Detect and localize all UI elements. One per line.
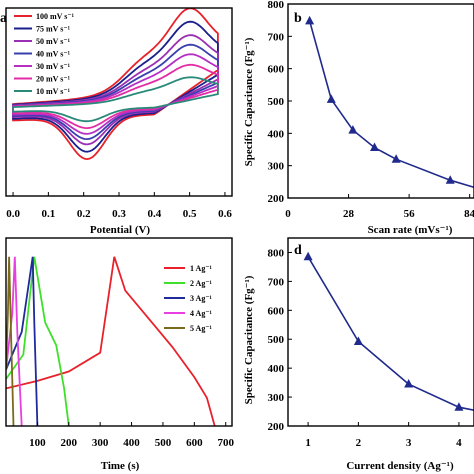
panel-a-ticks: 0.0 0.1 0.2 0.3 0.4 0.5 0.6	[6, 192, 232, 220]
panel-a-xtick-label: 0.1	[42, 208, 56, 220]
panel-b-xlabel: Scan rate (mVs⁻¹)	[368, 224, 453, 236]
panel-b-ytick-label: 600	[268, 64, 285, 76]
panel-c-xtick-label: 200	[61, 437, 78, 449]
panel-b-ytick-label: 300	[268, 161, 285, 173]
legend-label-a-3: 50 mV s⁻¹	[36, 37, 71, 46]
panel-b-xtick-label: 0	[285, 208, 291, 220]
panel-b-xtick-label: 56	[404, 208, 416, 220]
panel-a-curves	[12, 8, 219, 161]
panel-d-point	[353, 336, 363, 346]
panel-a-frame	[5, 7, 233, 197]
panel-b-ytick-label: 700	[268, 31, 285, 43]
panel-b-ytick-label: 200	[268, 193, 285, 205]
panel-c-xtick-label: 100	[29, 437, 46, 449]
panel-d-ytick-label: 200	[268, 421, 285, 433]
cv-curve-7	[12, 76, 219, 123]
gcd-curve-3	[6, 256, 39, 426]
panel-c-xtick-label: 300	[92, 437, 109, 449]
panel-d-point	[454, 402, 464, 411]
panel-a-xtick-label: 0.2	[77, 208, 91, 220]
panel-c-curves	[6, 256, 216, 426]
legend-label-a-4: 40 mV s⁻¹	[36, 50, 71, 59]
panel-d-xtick-label: 4	[456, 437, 462, 449]
panel-d-xtick-label: 1	[305, 437, 311, 449]
panel-c-xtick-label: 500	[155, 437, 172, 449]
panel-c-xtick-label: 400	[123, 437, 140, 449]
panel-b-ytick-label: 500	[268, 96, 285, 108]
panel-d: 200 300 400 500 600 700 800 1 2 3 4 d Current dens…	[243, 237, 474, 472]
legend-label-a-5: 30 mV s⁻¹	[36, 62, 71, 71]
panel-d-point	[404, 379, 414, 388]
panel-d-xtick-label: 2	[356, 437, 362, 449]
panel-b-point	[305, 15, 315, 25]
panel-a-xtick-label: 0.5	[183, 208, 197, 220]
panel-c-legend: 1 Ag⁻¹ 2 Ag⁻¹ 3 Ag⁻¹ 4 Ag⁻¹ 5 Ag⁻¹	[164, 264, 213, 333]
panel-c-xtick-label: 600	[186, 437, 203, 449]
legend-label-c-4: 4 Ag⁻¹	[190, 309, 213, 318]
panel-d-ytick-label: 300	[268, 392, 285, 404]
panel-b-series	[305, 15, 474, 189]
panel-c-xtick-label: 700	[217, 437, 234, 449]
legend-label-a-6: 20 mV s⁻¹	[36, 75, 71, 84]
panel-c: 1 Ag⁻¹ 2 Ag⁻¹ 3 Ag⁻¹ 4 Ag⁻¹ 5 Ag⁻¹ 100 200 300…	[5, 237, 234, 472]
panel-c-frame	[5, 237, 233, 427]
panel-a-xtick-label: 0.0	[6, 208, 20, 220]
panel-a-letter: a	[0, 11, 7, 26]
panel-b-point	[445, 175, 455, 184]
panel-b-ticks: 200 300 400 500 600 700 800 0 28 56 84	[268, 0, 474, 220]
gcd-curve-2	[6, 256, 70, 426]
gcd-curve-1	[6, 256, 216, 426]
panel-b: 200 300 400 500 600 700 800 0 28 56 84 b Scan rate…	[243, 0, 474, 236]
legend-label-c-3: 3 Ag⁻¹	[190, 294, 213, 303]
panel-b-frame	[287, 3, 474, 199]
panel-a-xlabel: Potential (V)	[90, 224, 151, 236]
panel-b-point	[348, 125, 358, 134]
panel-b-xtick-label: 28	[343, 208, 355, 220]
panel-b-letter: b	[294, 11, 302, 26]
panel-d-ytick-label: 700	[268, 276, 285, 288]
panel-a: 100 mV s⁻¹ 75 mV s⁻¹ 50 mV s⁻¹ 40 mV s⁻¹ 30 …	[0, 7, 233, 236]
panel-d-ticks: 200 300 400 500 600 700 800 1 2 3 4	[268, 247, 463, 449]
panel-d-ylabel: Specific Capacitance (Fg⁻¹)	[243, 275, 255, 404]
panel-c-xlabel: Time (s)	[101, 460, 140, 472]
panel-a-xtick-label: 0.6	[218, 208, 232, 220]
legend-label-c-5: 5 Ag⁻¹	[190, 324, 213, 333]
legend-label-a-1: 100 mV s⁻¹	[36, 12, 75, 21]
panel-b-point	[326, 94, 336, 103]
panel-d-xlabel: Current density (Ag⁻¹)	[346, 460, 454, 472]
legend-label-c-2: 2 Ag⁻¹	[190, 279, 213, 288]
panel-a-xtick-label: 0.3	[112, 208, 126, 220]
panel-d-ytick-label: 400	[268, 363, 285, 375]
panel-d-ytick-label: 600	[268, 305, 285, 317]
panel-c-ticks: 100 200 300 400 500 600 700	[29, 422, 234, 449]
panel-b-ytick-label: 800	[268, 0, 285, 11]
panel-d-ytick-label: 800	[268, 247, 285, 259]
panel-d-frame	[287, 237, 474, 427]
legend-label-a-2: 75 mV s⁻¹	[36, 25, 71, 34]
panel-d-point	[303, 251, 313, 261]
panel-b-ylabel: Specific Capacitance (Fg⁻¹)	[243, 37, 255, 166]
panel-a-legend: 100 mV s⁻¹ 75 mV s⁻¹ 50 mV s⁻¹ 40 mV s⁻¹ 30 …	[14, 12, 75, 96]
panel-d-series	[303, 251, 474, 412]
panel-b-line	[308, 20, 474, 189]
panel-d-xtick-label: 3	[406, 437, 412, 449]
panel-b-xtick-label: 84	[464, 208, 474, 220]
legend-label-c-1: 1 Ag⁻¹	[190, 264, 213, 273]
panel-b-ytick-label: 400	[268, 128, 285, 140]
panel-b-point	[391, 154, 401, 163]
panel-b-point	[370, 142, 380, 152]
gcd-curve-5	[6, 256, 15, 426]
panel-a-xtick-label: 0.4	[147, 208, 161, 220]
panel-d-line	[307, 256, 474, 412]
legend-label-a-7: 10 mV s⁻¹	[36, 87, 71, 96]
panel-d-ytick-label: 500	[268, 334, 285, 346]
panel-d-letter: d	[294, 243, 302, 258]
